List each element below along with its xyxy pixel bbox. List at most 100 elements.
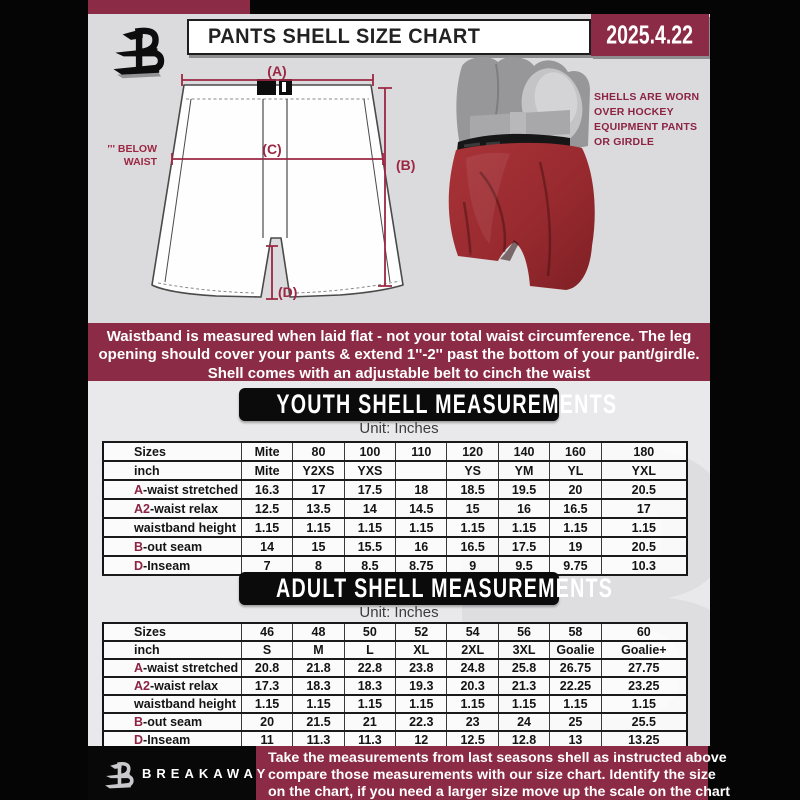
cell-value: 1.15 — [549, 694, 602, 714]
youth-title: YOUTH SHELL MEASUREMENTS — [276, 389, 618, 420]
youth-title-band: YOUTH SHELL MEASUREMENTS — [88, 388, 710, 421]
cell-value: 14 — [343, 498, 397, 519]
row-label: Sizes — [102, 622, 242, 642]
cell-value: 20 — [240, 712, 294, 732]
breakaway-logo-small-icon — [105, 761, 134, 789]
row-label: Sizes — [102, 441, 242, 462]
table-row: Sizes 46 48 50 52 54 56 58 60 — [102, 622, 688, 642]
shell-measurement-diagram: (A) (B) (C) (D) 7'' BELOW WAIST — [108, 66, 415, 300]
table-row: Sizes Mite 80 100 110 120 140 160 180 — [102, 441, 688, 462]
cell-value: 20.5 — [600, 536, 688, 557]
cell-value: 52 — [395, 622, 448, 642]
cell-value: XL — [395, 640, 448, 660]
table-row: B-out seam 14 15 15.5 16 16.5 17.5 19 20.5 — [102, 536, 688, 557]
cell-value: 12.5 — [446, 730, 499, 746]
cell-value: 21 — [343, 712, 397, 732]
cell-value: 18 — [395, 479, 448, 500]
table-row: D-Inseam 7 8 8.5 8.75 9 9.5 9.75 10.3 — [102, 555, 688, 576]
cell-value: 16.3 — [240, 479, 294, 500]
cell-value: 1.15 — [446, 517, 499, 538]
adult-title-band: ADULT SHELL MEASUREMENTS — [88, 572, 710, 605]
cell-value: 23.8 — [395, 658, 448, 678]
cell-value: 11 — [240, 730, 294, 746]
table-row: waistband height 1.15 1.15 1.15 1.15 1.15 1.15… — [102, 517, 688, 538]
cell-value: YXS — [343, 460, 397, 481]
label-c: (C) — [262, 141, 281, 157]
cell-value: 17 — [292, 479, 345, 500]
cell-value: 16 — [395, 536, 448, 557]
cell-value: 24 — [497, 712, 551, 732]
date-badge: 2025.4.22 — [591, 14, 709, 56]
cell-value: 23 — [446, 712, 499, 732]
table-row: B-out seam 20 21.5 21 22.3 23 24 25 25.5 — [102, 712, 688, 732]
cell-value: 160 — [549, 441, 602, 462]
measure-line-c — [171, 153, 384, 165]
cell-value: 16 — [497, 498, 551, 519]
cell-value: 12 — [395, 730, 448, 746]
breakaway-logo-icon — [113, 27, 165, 79]
cell-value: 17 — [600, 498, 688, 519]
cell-value: 1.15 — [343, 694, 397, 714]
fly-panel-lines — [262, 99, 288, 238]
cell-value: 22.25 — [549, 676, 602, 696]
cell-value: 16.5 — [446, 536, 499, 557]
belt-buckle — [257, 79, 292, 95]
cell-value: L — [343, 640, 397, 660]
cell-value: 1.15 — [600, 517, 688, 538]
cell-value: YL — [549, 460, 602, 481]
cell-value: 17.3 — [240, 676, 294, 696]
cell-value: 180 — [600, 441, 688, 462]
footer-brand-block: BREAKAWAY — [88, 746, 265, 800]
waist-note-line1: 7'' BELOW — [108, 143, 157, 155]
cell-value: 15.5 — [343, 536, 397, 557]
cell-value: 1.15 — [497, 517, 551, 538]
cell-value: 10.3 — [600, 555, 688, 576]
cell-value: 21.3 — [497, 676, 551, 696]
table-row: inch S M L XL 2XL 3XL Goalie Goalie+ — [102, 640, 688, 660]
cell-value: 1.15 — [343, 517, 397, 538]
cell-value: 19 — [549, 536, 602, 557]
row-label: waistband height — [102, 694, 242, 714]
cell-value: 25.8 — [497, 658, 551, 678]
row-label: inch — [102, 460, 242, 481]
cell-value: 13.5 — [292, 498, 345, 519]
cell-value: 14 — [240, 536, 294, 557]
cell-value: YM — [497, 460, 551, 481]
cell-value: YXL — [600, 460, 688, 481]
cell-value: 110 — [395, 441, 448, 462]
shell-pants — [448, 142, 595, 290]
cell-value: 48 — [292, 622, 345, 642]
cell-value: 17.5 — [343, 479, 397, 500]
page-title: PANTS SHELL SIZE CHART — [208, 25, 481, 48]
cell-value: 24.8 — [446, 658, 499, 678]
cell-value: 18.5 — [446, 479, 499, 500]
cell-value: 1.15 — [240, 517, 294, 538]
cell-value: 20.5 — [600, 479, 688, 500]
top-ribbon — [88, 0, 250, 15]
row-label: B-out seam — [102, 712, 242, 732]
cell-value: Mite — [240, 441, 294, 462]
cell-value: 1.15 — [395, 517, 448, 538]
cell-value: 11.3 — [343, 730, 397, 746]
cell-value: 12.8 — [497, 730, 551, 746]
adult-size-table: Sizes 46 48 50 52 54 56 58 60 inch S M L XL 2XL 3XL Goal… — [102, 622, 688, 746]
photo-caption: SHELLS ARE WORN OVER HOCKEY EQUIPMENT PA… — [594, 90, 706, 150]
row-label: inch — [102, 640, 242, 660]
footer-line: Take the measurements from last seasons … — [268, 750, 727, 766]
cell-value: 25 — [549, 712, 602, 732]
measure-line-a — [181, 74, 374, 86]
shorts-outline — [151, 84, 404, 298]
cell-value: 2XL — [446, 640, 499, 660]
cell-value: 23.25 — [600, 676, 688, 696]
cell-value: 1.15 — [395, 694, 448, 714]
footer-line: on the chart, if you need a larger size … — [268, 784, 731, 800]
date-text: 2025.4.22 — [606, 20, 694, 50]
cell-value: 16.5 — [549, 498, 602, 519]
table-row: A-waist stretched 16.3 17 17.5 18 18.5 19.5 20 2… — [102, 479, 688, 500]
brand-wordmark: BREAKAWAY — [142, 766, 271, 781]
cell-value: 1.15 — [446, 694, 499, 714]
cell-value: 1.15 — [549, 517, 602, 538]
measure-line-d — [266, 245, 278, 300]
cell-value: Mite — [240, 460, 294, 481]
measurement-note-banner: Waistband is measured when laid flat - n… — [88, 323, 710, 382]
